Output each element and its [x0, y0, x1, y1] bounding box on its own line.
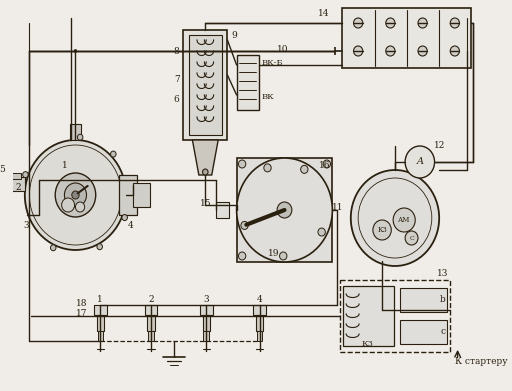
Text: 6: 6: [174, 95, 180, 104]
Text: 1: 1: [97, 296, 103, 305]
Text: ВК: ВК: [262, 93, 274, 101]
Bar: [253, 305, 266, 315]
Text: 17: 17: [76, 308, 88, 317]
Circle shape: [237, 158, 332, 262]
Circle shape: [25, 140, 126, 250]
Circle shape: [23, 172, 28, 178]
Bar: [98, 331, 103, 341]
Circle shape: [318, 228, 325, 236]
Text: A: A: [416, 158, 423, 167]
Text: 4: 4: [257, 296, 263, 305]
Text: 11: 11: [332, 203, 344, 212]
Bar: [189, 35, 222, 135]
Circle shape: [55, 173, 96, 217]
Circle shape: [97, 244, 102, 250]
Text: 4: 4: [128, 221, 134, 230]
Text: К стартеру: К стартеру: [455, 357, 507, 366]
Circle shape: [61, 198, 75, 212]
Circle shape: [239, 160, 246, 168]
Bar: [237, 158, 332, 262]
Text: 12: 12: [434, 142, 445, 151]
Text: 8: 8: [174, 47, 180, 57]
Circle shape: [386, 18, 395, 28]
Circle shape: [51, 245, 56, 251]
Bar: [256, 315, 263, 331]
Text: 18: 18: [76, 298, 88, 307]
Text: 7: 7: [174, 75, 180, 84]
Bar: [97, 315, 104, 331]
Bar: [257, 331, 262, 341]
Circle shape: [386, 46, 395, 56]
Bar: [200, 305, 212, 315]
Bar: [94, 305, 107, 315]
Circle shape: [418, 46, 427, 56]
Text: b: b: [440, 296, 445, 305]
Text: c: c: [440, 328, 445, 337]
Bar: [70, 124, 81, 140]
Text: 16: 16: [319, 161, 331, 170]
Text: 3: 3: [24, 221, 30, 230]
Text: С: С: [409, 235, 414, 240]
Circle shape: [277, 202, 292, 218]
Circle shape: [74, 50, 77, 52]
Bar: [340, 280, 450, 352]
Circle shape: [373, 220, 391, 240]
Bar: [343, 8, 472, 68]
Circle shape: [264, 164, 271, 172]
Circle shape: [203, 169, 208, 175]
Circle shape: [75, 202, 84, 212]
Circle shape: [65, 183, 87, 207]
Bar: [399, 288, 447, 312]
Text: 9: 9: [231, 30, 237, 39]
Circle shape: [450, 46, 459, 56]
Text: КЗ: КЗ: [361, 340, 373, 348]
Circle shape: [280, 252, 287, 260]
Bar: [399, 320, 447, 344]
Text: КЗ: КЗ: [377, 226, 387, 234]
Text: 3: 3: [203, 296, 209, 305]
Bar: [217, 202, 229, 218]
Text: ВК-Б: ВК-Б: [262, 59, 283, 67]
Bar: [134, 183, 150, 207]
Bar: [119, 175, 137, 215]
Text: 19: 19: [268, 249, 279, 258]
Bar: [237, 55, 259, 110]
Circle shape: [301, 165, 308, 173]
Text: 15: 15: [200, 199, 212, 208]
Circle shape: [111, 151, 116, 157]
Bar: [144, 305, 157, 315]
Text: 13: 13: [437, 269, 449, 278]
Bar: [12, 173, 21, 179]
Circle shape: [393, 208, 415, 232]
Circle shape: [77, 134, 83, 140]
Circle shape: [450, 18, 459, 28]
Circle shape: [405, 146, 435, 178]
Polygon shape: [193, 140, 218, 175]
Text: 14: 14: [318, 9, 330, 18]
Bar: [203, 315, 210, 331]
Circle shape: [405, 231, 418, 245]
Bar: [344, 286, 394, 346]
Circle shape: [354, 18, 363, 28]
Circle shape: [354, 46, 363, 56]
Text: 5: 5: [0, 165, 5, 174]
Text: АМ: АМ: [398, 216, 411, 224]
Circle shape: [241, 221, 248, 230]
Circle shape: [351, 170, 439, 266]
Circle shape: [72, 191, 79, 199]
Text: 2: 2: [15, 183, 21, 192]
Text: 1: 1: [61, 160, 67, 170]
Bar: [203, 331, 209, 341]
Circle shape: [122, 215, 127, 221]
Bar: [8, 177, 25, 191]
Bar: [183, 30, 227, 140]
Circle shape: [239, 252, 246, 260]
Bar: [147, 315, 155, 331]
Circle shape: [323, 160, 331, 168]
Circle shape: [418, 18, 427, 28]
Text: 2: 2: [148, 296, 154, 305]
Bar: [148, 331, 154, 341]
Text: 10: 10: [277, 45, 288, 54]
